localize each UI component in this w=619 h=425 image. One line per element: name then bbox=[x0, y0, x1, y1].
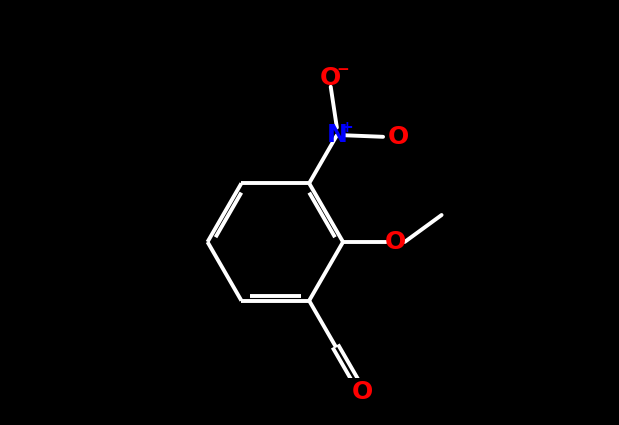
Text: N: N bbox=[326, 123, 347, 147]
Text: O: O bbox=[351, 380, 373, 404]
Text: −: − bbox=[337, 62, 349, 76]
Text: O: O bbox=[388, 125, 409, 149]
Text: O: O bbox=[320, 65, 341, 90]
Text: +: + bbox=[340, 120, 353, 135]
Text: O: O bbox=[385, 230, 406, 254]
